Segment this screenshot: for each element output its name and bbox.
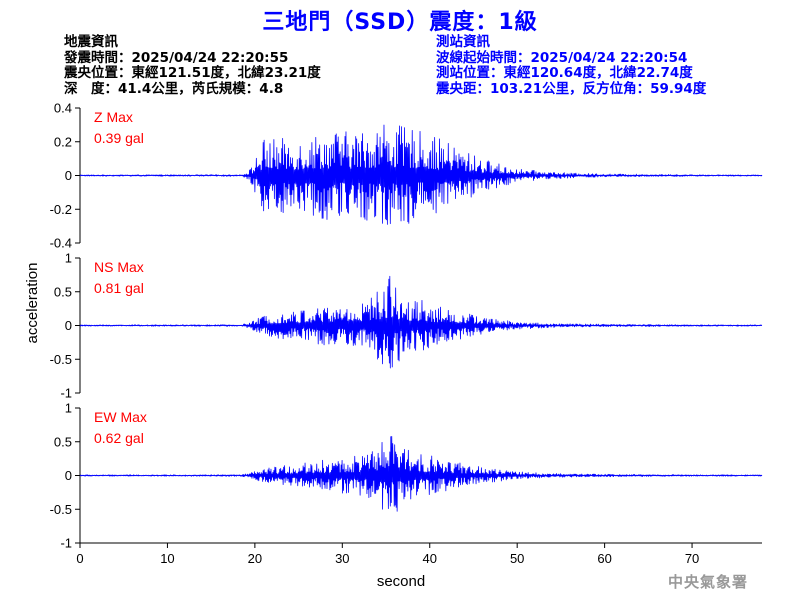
- max-value-ew: 0.62 gal: [94, 430, 144, 446]
- y-tick-label-z: 0.2: [54, 134, 72, 149]
- x-tick-label: 10: [160, 551, 174, 566]
- y-tick-label-ew: -0.5: [50, 502, 72, 517]
- quake-info-block: 地震資訊 發震時間：2025/04/24 22:20:55 震央位置：東經121…: [64, 34, 321, 97]
- y-tick-label-ew: 1: [65, 401, 72, 416]
- waveform-z: [79, 124, 763, 225]
- x-tick-label: 20: [248, 551, 262, 566]
- x-tick-label: 60: [597, 551, 611, 566]
- y-tick-label-ns: 1: [65, 251, 72, 266]
- quake-info-heading: 地震資訊: [64, 34, 118, 50]
- station-info-heading: 測站資訊: [436, 34, 490, 50]
- chart-title: 三地門（SSD）震度：1級: [262, 10, 538, 35]
- quake-depth-magnitude: 深 度：41.4公里，芮氏規模：4.8: [64, 80, 284, 97]
- y-tick-label-z: -0.4: [50, 236, 72, 251]
- max-value-z: 0.39 gal: [94, 130, 144, 146]
- quake-origin-time: 發震時間：2025/04/24 22:20:55: [64, 49, 289, 66]
- station-epicentral-distance: 震央距：103.21公里，反方位角：59.94度: [436, 80, 707, 97]
- x-tick-label: 0: [76, 551, 83, 566]
- x-tick-label: 40: [423, 551, 437, 566]
- max-label-z: Z Max: [94, 109, 133, 125]
- max-label-ew: EW Max: [94, 409, 147, 425]
- y-tick-label-ns: 0.5: [54, 284, 72, 299]
- max-label-ns: NS Max: [94, 259, 144, 275]
- y-tick-label-z: 0: [65, 168, 72, 183]
- y-tick-label-ns: 0: [65, 318, 72, 333]
- station-waveform-start-time: 波線起始時間：2025/04/24 22:20:54: [436, 49, 688, 66]
- y-tick-label-ew: -1: [60, 536, 72, 551]
- y-tick-label-ns: -1: [60, 386, 72, 401]
- x-tick-label: 70: [685, 551, 699, 566]
- y-tick-label-ew: 0.5: [54, 434, 72, 449]
- y-axis-label: acceleration: [24, 263, 41, 344]
- station-location: 測站位置：東經120.64度，北緯22.74度: [436, 65, 693, 81]
- x-tick-label: 30: [335, 551, 349, 566]
- x-tick-label: 50: [510, 551, 524, 566]
- y-tick-label-z: -0.2: [50, 202, 72, 217]
- waveform-ew: [79, 436, 763, 512]
- waveform-ns: [79, 275, 763, 369]
- quake-epicenter-location: 震央位置：東經121.51度，北緯23.21度: [64, 65, 321, 81]
- y-tick-label-ew: 0: [65, 468, 72, 483]
- x-axis-label: second: [377, 573, 425, 590]
- station-info-block: 測站資訊 波線起始時間：2025/04/24 22:20:54 測站位置：東經1…: [436, 34, 707, 97]
- agency-watermark: 中央氣象署: [667, 573, 748, 591]
- y-tick-label-ns: -0.5: [50, 352, 72, 367]
- max-value-ns: 0.81 gal: [94, 280, 144, 296]
- y-tick-label-z: 0.4: [54, 101, 72, 116]
